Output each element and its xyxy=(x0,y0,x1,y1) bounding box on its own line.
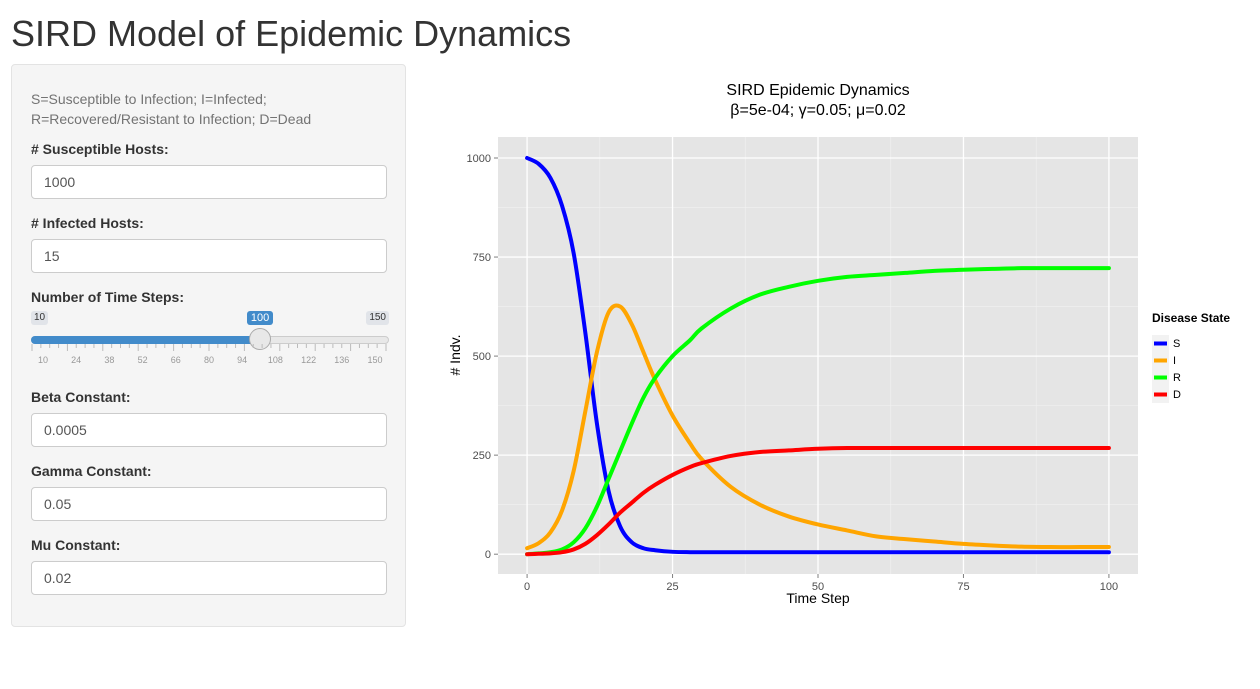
time-steps-slider[interactable]: 10 150 100 10 24 38 52 66 80 94 108 122 136 150 xyxy=(31,311,389,371)
legend-label-D: D xyxy=(1173,389,1181,401)
infected-label: # Infected Hosts: xyxy=(31,215,144,231)
mu-label: Mu Constant: xyxy=(31,537,121,553)
sidebar-panel: S=Susceptible to Infection; I=Infected; … xyxy=(11,64,406,627)
chart-subtitle: β=5e-04; γ=0.05; μ=0.02 xyxy=(730,102,906,119)
time-steps-label: Number of Time Steps: xyxy=(31,289,184,305)
slider-tick-label: 52 xyxy=(137,355,148,365)
y-tick-label: 250 xyxy=(473,450,491,462)
x-axis-title: Time Step xyxy=(786,590,849,606)
y-axis-title: # Indv. xyxy=(447,335,463,376)
page-title: SIRD Model of Epidemic Dynamics xyxy=(11,13,572,54)
legend: Disease State SIRD xyxy=(1152,311,1230,403)
x-tick-label: 25 xyxy=(666,581,678,593)
slider-tick-label: 24 xyxy=(71,355,82,365)
slider-min-label: 10 xyxy=(31,311,49,325)
series-lines xyxy=(525,155,1111,557)
chart-svg: SIRD Epidemic Dynamics β=5e-04; γ=0.05; … xyxy=(447,82,1230,606)
x-tick-label: 100 xyxy=(1100,581,1118,593)
slider-max-label: 150 xyxy=(366,311,389,325)
beta-label: Beta Constant: xyxy=(31,389,131,405)
legend-title: Disease State xyxy=(1152,311,1230,325)
gamma-label: Gamma Constant: xyxy=(31,463,152,479)
series-line-R xyxy=(525,266,1111,557)
series-line-I xyxy=(525,303,1111,551)
gamma-input[interactable] xyxy=(31,487,387,521)
slider-ticks xyxy=(31,344,387,351)
legend-label-S: S xyxy=(1173,338,1180,350)
slider-value-label: 100 xyxy=(246,311,274,325)
series-line-S xyxy=(525,155,1111,555)
y-tick-label: 0 xyxy=(485,549,491,561)
slider-tick-label: 108 xyxy=(267,355,283,365)
slider-handle[interactable] xyxy=(248,328,271,350)
slider-tick-label: 150 xyxy=(367,355,383,365)
x-tick-label: 50 xyxy=(812,581,824,593)
slider-fill xyxy=(31,336,260,344)
mu-input[interactable] xyxy=(31,561,387,595)
susceptible-label: # Susceptible Hosts: xyxy=(31,141,169,157)
chart-title: SIRD Epidemic Dynamics xyxy=(726,82,909,99)
beta-input[interactable] xyxy=(31,413,387,447)
y-tick-label: 1000 xyxy=(467,153,491,165)
y-tick-label: 750 xyxy=(473,252,491,264)
series-line-D xyxy=(525,445,1111,557)
legend-label-R: R xyxy=(1173,372,1181,384)
help-text: S=Susceptible to Infection; I=Infected; … xyxy=(31,89,391,129)
slider-tick-label: 10 xyxy=(37,355,49,365)
slider-tick-label: 122 xyxy=(301,355,317,365)
slider-tick-label: 80 xyxy=(203,355,215,365)
susceptible-input[interactable] xyxy=(31,165,387,199)
slider-tick-label: 94 xyxy=(237,355,248,365)
slider-tick-label: 66 xyxy=(170,355,181,365)
infected-input[interactable] xyxy=(31,239,387,273)
slider-tick-label: 136 xyxy=(334,355,350,365)
help-line-2: R=Recovered/Resistant to Infection; D=De… xyxy=(31,111,312,127)
x-tick-label: 0 xyxy=(524,581,530,593)
legend-label-I: I xyxy=(1173,355,1176,367)
slider-tick-label: 38 xyxy=(104,355,115,365)
y-tick-label: 500 xyxy=(473,351,491,363)
x-tick-label: 75 xyxy=(957,581,969,593)
help-line-1: S=Susceptible to Infection; I=Infected; xyxy=(31,91,267,107)
grid-lines xyxy=(498,137,1138,574)
sird-plot: SIRD Epidemic Dynamics β=5e-04; γ=0.05; … xyxy=(430,72,1250,632)
